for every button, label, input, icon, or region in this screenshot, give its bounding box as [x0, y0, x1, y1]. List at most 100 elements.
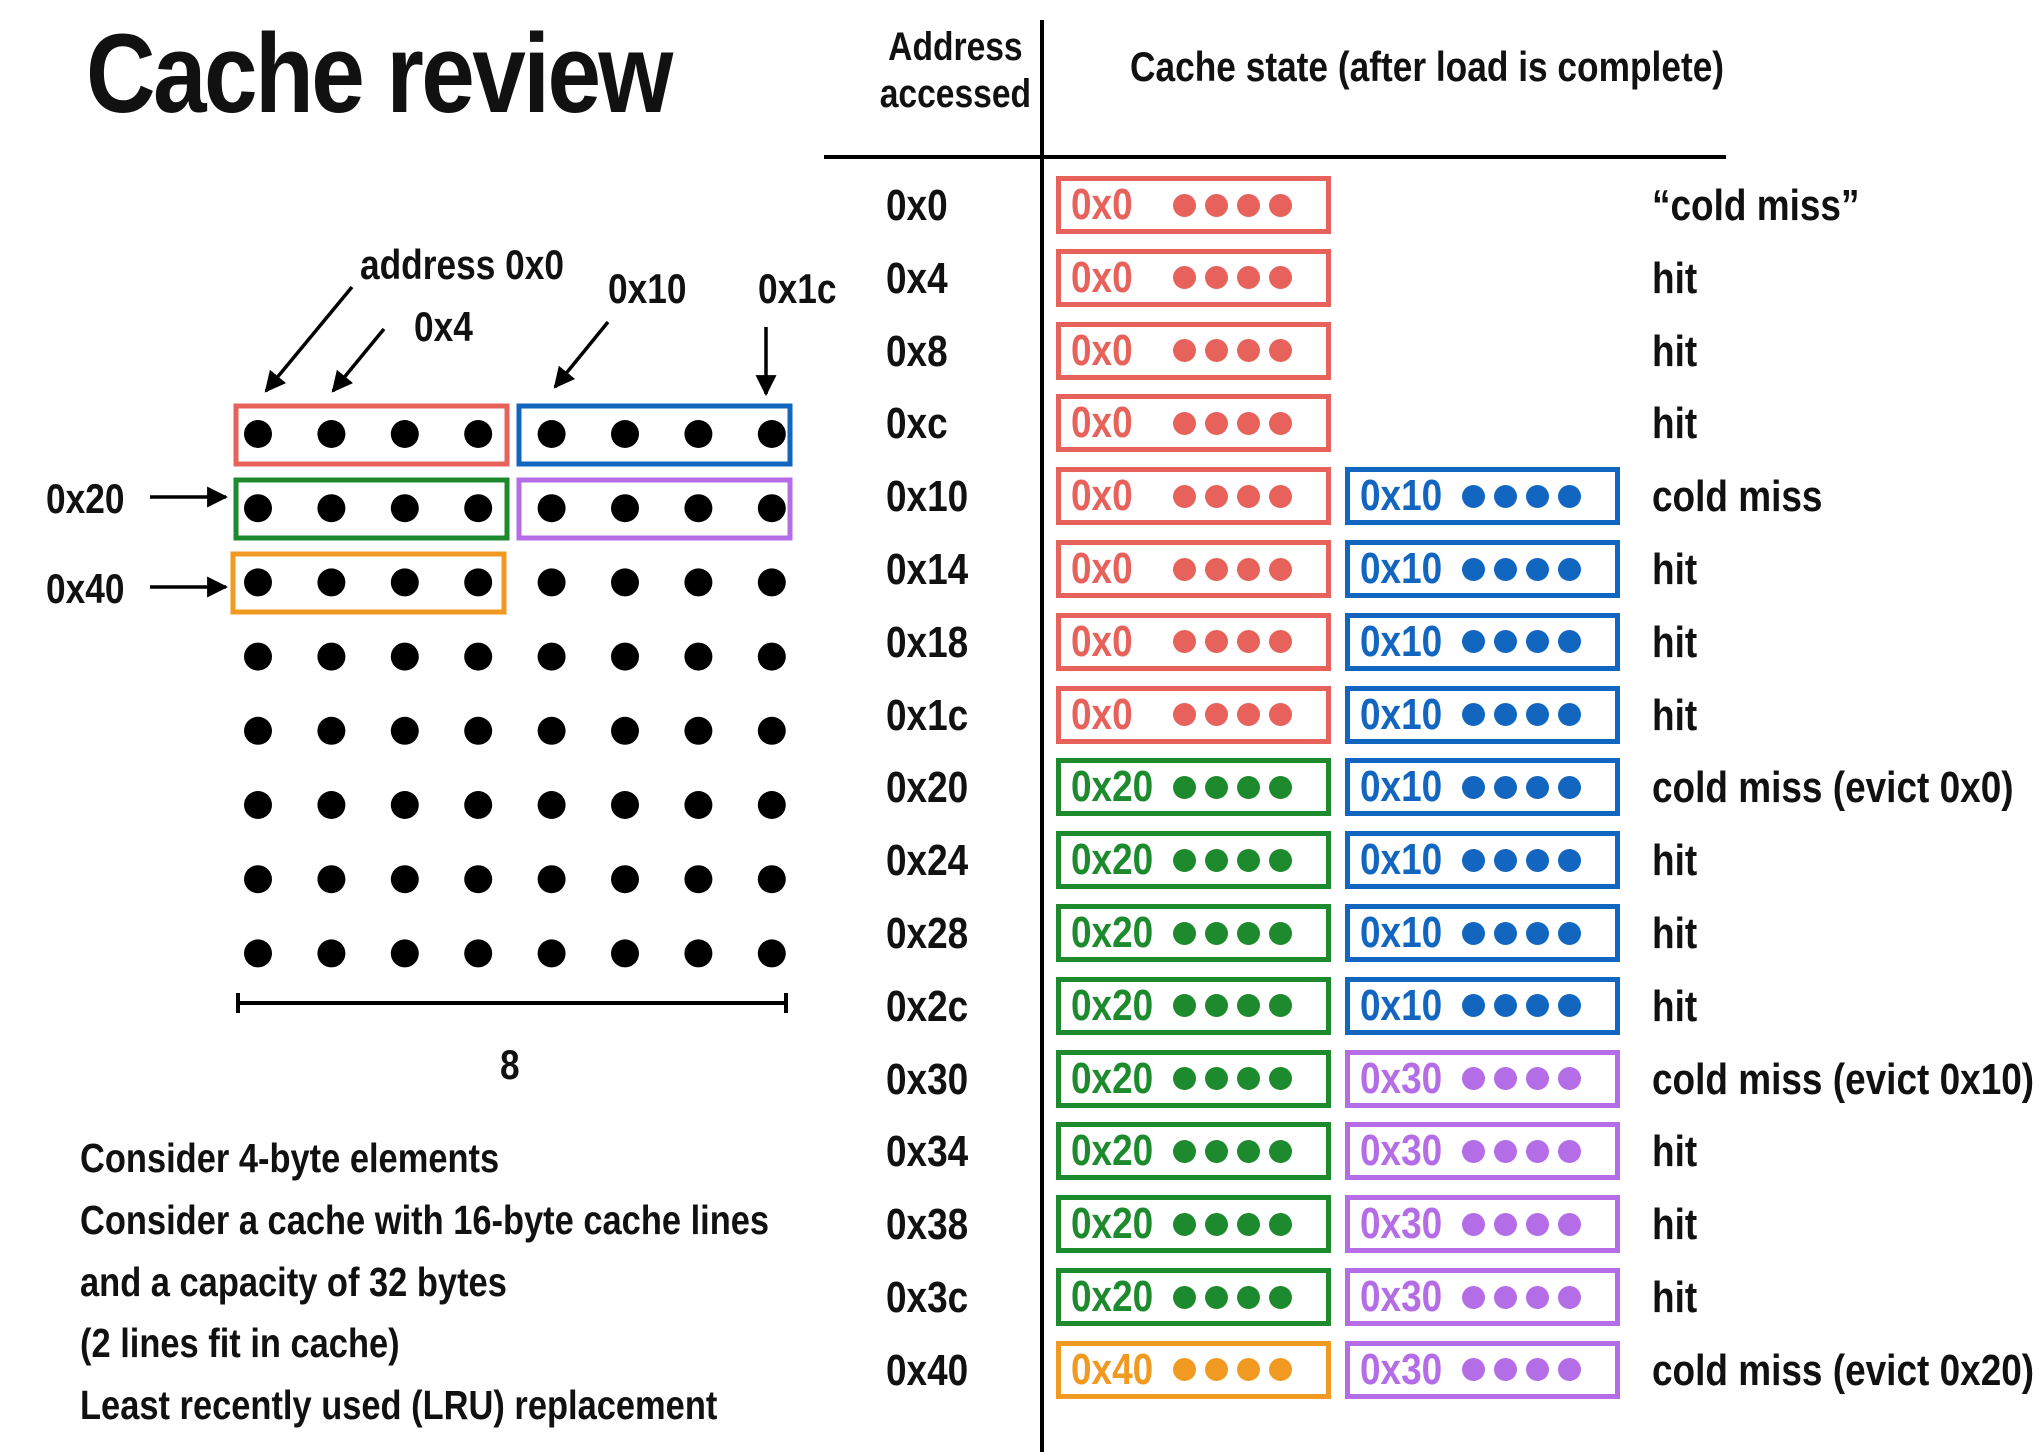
memory-element-dot [244, 642, 272, 671]
access-result: cold miss (evict 0x20) [1652, 1345, 2035, 1395]
cache-element-dot [1558, 1212, 1581, 1236]
memory-element-dot [317, 939, 346, 968]
cache-element-dot [1526, 1285, 1549, 1309]
memory-element-dot [757, 716, 786, 745]
cache-element-dot [1526, 703, 1549, 727]
cache-element-dot [1205, 630, 1228, 654]
cache-line-tag: 0x40 [1071, 1344, 1154, 1394]
cache-element-dot [1269, 266, 1292, 290]
cache-element-dot [1269, 994, 1292, 1018]
memory-element-dot [611, 865, 639, 894]
cache-line-tag: 0x20 [1071, 1199, 1154, 1249]
cache-element-dot [1494, 848, 1517, 872]
line-outline-0x30 [516, 477, 793, 541]
memory-element-dot [611, 791, 639, 819]
accessed-address: 0x24 [886, 836, 969, 886]
cache-line-elements [1173, 411, 1292, 435]
cache-line-0x40: 0x40 [1056, 1340, 1331, 1399]
memory-element-dot [537, 642, 566, 671]
memory-element-dot [244, 494, 272, 523]
cache-element-dot [1237, 193, 1260, 217]
cache-element-dot [1173, 775, 1196, 799]
cache-element-dot [1269, 1358, 1292, 1382]
cache-line-tag: 0x30 [1360, 1126, 1443, 1176]
cache-element-dot [1526, 775, 1549, 799]
note-line: (2 lines fit in cache) [80, 1320, 400, 1366]
cache-line-elements [1173, 921, 1292, 945]
cache-line-tag: 0x30 [1360, 1272, 1443, 1321]
label-grid-width: 8 [500, 1041, 520, 1088]
memory-element-dot [757, 420, 786, 448]
cache-element-dot [1558, 848, 1581, 872]
cache-element-dot [1462, 1067, 1485, 1091]
cache-line-0x10: 0x10 [1345, 904, 1620, 962]
memory-element-dot [390, 865, 419, 894]
cache-line-0x10: 0x10 [1345, 540, 1620, 598]
cache-line-elements [1462, 848, 1581, 872]
cache-element-dot [1173, 921, 1196, 945]
memory-element-dot [244, 568, 272, 597]
cache-line-0x20: 0x20 [1056, 758, 1331, 817]
memory-element-dot [684, 568, 713, 597]
cache-element-dot [1269, 193, 1292, 217]
memory-element-dot [684, 420, 713, 448]
cache-line-0x20: 0x20 [1056, 1122, 1331, 1181]
cache-element-dot [1173, 557, 1196, 581]
cache-element-dot [1173, 848, 1196, 872]
cache-element-dot [1269, 1212, 1292, 1236]
memory-element-dot [317, 420, 346, 448]
cache-line-tag: 0x20 [1071, 980, 1154, 1030]
note-line: Consider a cache with 16-byte cache line… [80, 1197, 770, 1243]
cache-line-0x0: 0x0 [1056, 176, 1331, 234]
cache-element-dot [1269, 848, 1292, 872]
cache-element-dot [1494, 1358, 1517, 1382]
access-result: hit [1652, 1273, 1698, 1322]
cache-element-dot [1462, 994, 1485, 1018]
arrow-address-0x10 [553, 320, 610, 389]
cache-element-dot [1173, 630, 1196, 654]
memory-element-dot [317, 865, 346, 894]
cache-element-dot [1205, 339, 1228, 363]
header-address-line-2: accessed [879, 72, 1032, 117]
cache-element-dot [1558, 921, 1581, 945]
cache-element-dot [1237, 1212, 1260, 1236]
cache-element-dot [1462, 703, 1485, 727]
cache-line-tag: 0x20 [1071, 835, 1154, 885]
accessed-address: 0x38 [886, 1200, 969, 1250]
memory-element-dot [390, 642, 419, 671]
label-address-0x4: 0x4 [414, 303, 473, 350]
cache-element-dot [1237, 411, 1260, 435]
cache-element-dot [1269, 703, 1292, 727]
cache-element-dot [1558, 557, 1581, 581]
cache-element-dot [1205, 411, 1228, 435]
memory-element-dot [244, 791, 272, 819]
header-address-line-1: Address [888, 25, 1023, 69]
label-address-0x40: 0x40 [46, 565, 125, 612]
memory-element-dot [390, 420, 419, 448]
memory-element-dot [244, 716, 272, 745]
cache-line-elements [1462, 484, 1581, 508]
access-result: hit [1652, 909, 1698, 958]
cache-element-dot [1237, 557, 1260, 581]
memory-element-dot [464, 494, 493, 523]
cache-element-dot [1462, 1139, 1485, 1163]
access-result: hit [1652, 617, 1698, 667]
accessed-address: 0x8 [886, 326, 948, 376]
cache-element-dot [1558, 630, 1581, 654]
memory-element-dot [464, 642, 493, 671]
accessed-address: 0x20 [886, 763, 969, 813]
memory-element-dot [684, 791, 713, 819]
accessed-address: 0x18 [886, 617, 969, 667]
access-result: hit [1652, 399, 1698, 449]
cache-element-dot [1462, 630, 1485, 654]
cache-element-dot [1269, 411, 1292, 435]
cache-element-dot [1558, 1067, 1581, 1091]
cache-line-elements [1173, 775, 1292, 799]
cache-element-dot [1494, 1212, 1517, 1236]
cache-element-dot [1205, 1285, 1228, 1309]
cache-line-elements [1173, 1067, 1292, 1091]
cache-line-elements [1173, 266, 1292, 290]
cache-element-dot [1494, 630, 1517, 654]
cache-element-dot [1526, 484, 1549, 508]
access-result: hit [1652, 1200, 1698, 1250]
